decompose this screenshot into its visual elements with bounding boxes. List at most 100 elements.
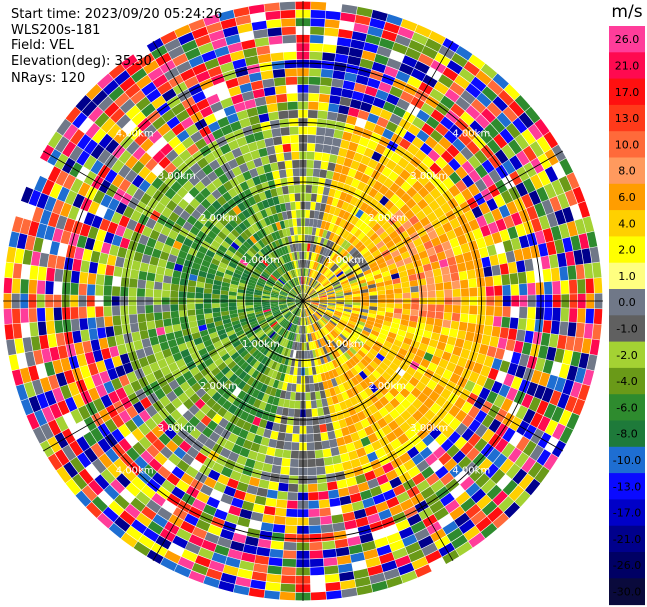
velocity-gate [318,499,330,509]
velocity-gate [374,143,387,155]
velocity-gate [578,352,590,369]
velocity-gate [3,308,13,325]
velocity-gate [312,270,318,279]
velocity-gate [310,35,324,44]
velocity-gate [465,83,481,99]
velocity-gate [308,306,315,313]
velocity-gate [355,117,367,129]
velocity-gate [322,346,328,355]
velocity-gate [433,207,445,219]
velocity-gate [411,556,429,570]
velocity-gate [557,334,567,350]
velocity-gate [559,426,574,444]
velocity-gate [526,270,535,284]
velocity-gate [322,186,330,196]
velocity-gate [483,234,495,247]
velocity-gate [351,355,360,364]
velocity-gate [428,339,439,348]
velocity-gate [565,251,575,266]
velocity-gate [291,151,300,160]
velocity-gate [422,434,435,447]
velocity-gate [171,317,181,326]
velocity-gate [253,29,268,39]
range-ring-label: 3.00km [410,423,448,434]
velocity-gate [385,159,397,171]
velocity-gate [330,446,340,457]
colorbar-tick-label: 8.0 [618,165,636,178]
velocity-gate [399,387,411,398]
velocity-gate [326,290,335,294]
velocity-gate [346,223,355,233]
velocity-gate [328,154,338,164]
velocity-gate [407,513,422,526]
velocity-gate [438,136,452,150]
velocity-gate [309,68,322,77]
velocity-gate [393,339,403,348]
velocity-gate [39,334,49,350]
velocity-gate [364,397,374,407]
velocity-gate [322,315,330,321]
range-ring-label: 1.00km [242,339,280,350]
velocity-gate [412,221,424,232]
velocity-gate [266,446,276,457]
velocity-gate [308,500,320,509]
velocity-gate [450,103,465,118]
velocity-gate [384,189,395,200]
velocity-gate [567,265,577,280]
velocity-gate [311,280,317,288]
velocity-gate [516,150,530,166]
velocity-gate [486,484,502,500]
velocity-gate [442,425,455,439]
velocity-gate [564,189,578,207]
velocity-gate [170,310,180,319]
velocity-gate [420,102,435,116]
velocity-gate [419,375,431,386]
velocity-gate [499,458,514,474]
velocity-gate [45,281,54,295]
velocity-gate [153,289,162,298]
velocity-gate [461,414,475,428]
velocity-gate [515,223,527,237]
velocity-gate [268,35,283,45]
velocity-gate [440,202,452,214]
velocity-gate [294,400,301,409]
velocity-gate [154,273,164,283]
velocity-gate [340,353,349,363]
velocity-gate [465,482,481,497]
velocity-gate [484,123,499,139]
velocity-gate [372,180,383,192]
velocity-gate [356,6,373,18]
velocity-gate [449,506,465,521]
velocity-gate [395,34,411,47]
range-ring-label: 1.00km [242,255,280,266]
velocity-gate [526,205,538,221]
velocity-gate [310,10,326,19]
velocity-gate [272,524,286,533]
velocity-gate [350,133,362,144]
velocity-gate [307,268,311,277]
velocity-gate [289,400,296,409]
velocity-gate [399,204,411,215]
velocity-gate [333,267,341,274]
velocity-gate [313,281,319,289]
velocity-gate [369,302,378,307]
velocity-gate [330,505,343,516]
velocity-gate [266,489,278,499]
velocity-gate [540,332,551,347]
velocity-gate [179,278,189,286]
velocity-gate [385,367,395,377]
velocity-gate [550,267,560,282]
velocity-gate [573,249,584,265]
velocity-gate [292,168,300,177]
velocity-gate [28,308,38,323]
velocity-gate [440,116,454,130]
velocity-gate [384,316,393,323]
velocity-gate [342,265,351,273]
velocity-gate [109,345,120,358]
velocity-gate [398,214,409,225]
velocity-gate [317,245,323,254]
velocity-gate [355,255,365,264]
velocity-gate [128,287,137,297]
velocity-gate [562,206,574,223]
velocity-gate [137,313,146,323]
